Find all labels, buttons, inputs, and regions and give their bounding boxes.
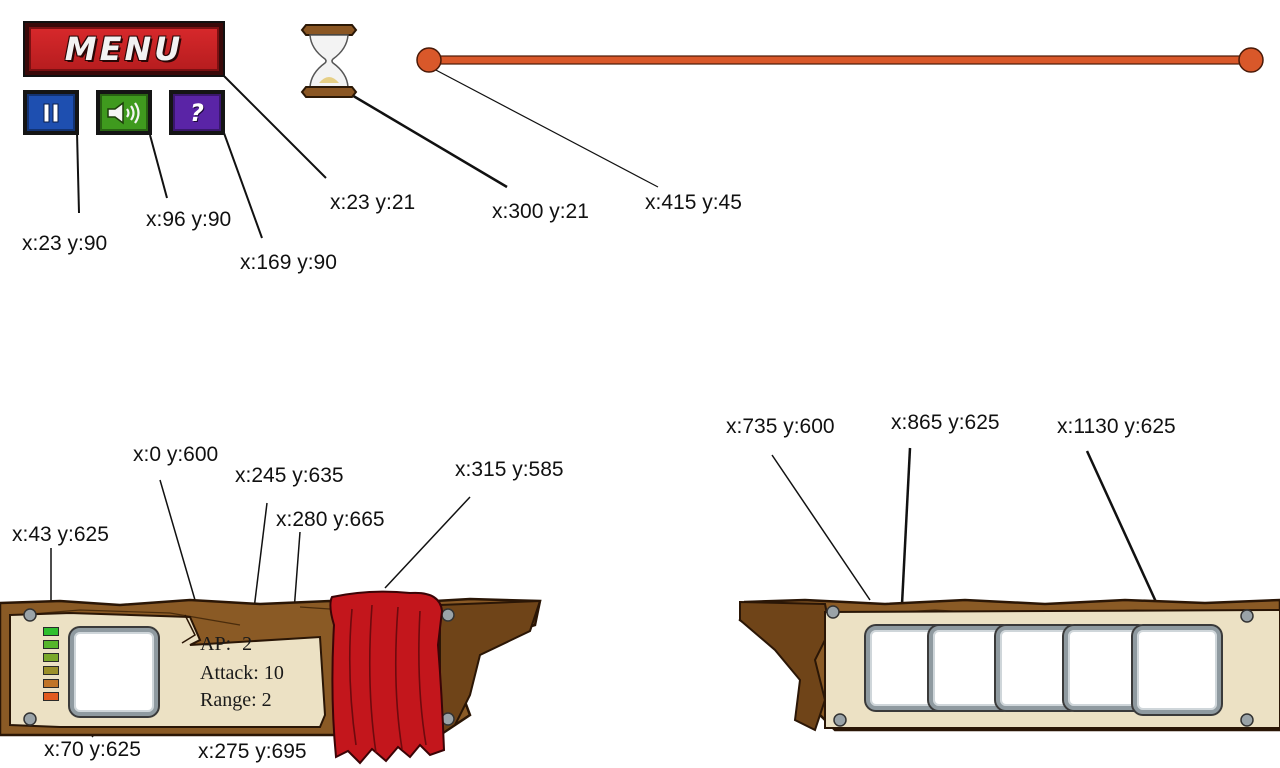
- inventory-slot[interactable]: [1133, 626, 1221, 714]
- ap-meter: [43, 625, 61, 719]
- pause-icon: [43, 103, 59, 122]
- ap-meter-segment: [43, 666, 59, 675]
- timeline-start-knob: [416, 47, 442, 73]
- ap-label: AP:: [200, 633, 232, 655]
- unit-portrait-slot[interactable]: [70, 628, 158, 716]
- leader-line-right-panel: [771, 454, 871, 601]
- annotation-attack-text: x:280 y:665: [276, 508, 385, 531]
- pause-button[interactable]: [23, 90, 79, 135]
- speaker-icon: [107, 101, 140, 124]
- ap-meter-segment: [43, 692, 59, 701]
- leader-line-left-panel: [159, 479, 196, 601]
- annotation-menu: x:23 y:21: [330, 191, 416, 214]
- menu-button-face: MENU: [29, 27, 219, 71]
- leader-line-sound: [149, 134, 168, 199]
- ap-meter-segment: [43, 679, 59, 688]
- hourglass-icon: [300, 24, 358, 98]
- annotation-help: x:169 y:90: [240, 251, 337, 274]
- ap-stat: AP: 2: [200, 633, 252, 656]
- annotation-ap-text: x:245 y:635: [235, 464, 344, 487]
- annotation-left-panel: x:0 y:600: [133, 443, 219, 466]
- range-stat: Range: 2: [200, 689, 272, 712]
- leader-line-timeline: [431, 67, 659, 188]
- timeline-end-knob: [1238, 47, 1264, 73]
- ap-meter-segment: [43, 653, 59, 662]
- leader-line-pause: [76, 131, 80, 214]
- help-button-face: ?: [173, 94, 221, 131]
- ap-value: 2: [242, 633, 253, 655]
- annotation-hourglass: x:300 y:21: [492, 200, 589, 223]
- annotation-right-panel: x:735 y:600: [726, 415, 835, 438]
- annotation-cloth: x:315 y:585: [455, 458, 564, 481]
- menu-button[interactable]: MENU: [23, 21, 225, 77]
- annotation-portrait: x:70 y:625: [44, 738, 141, 761]
- annotation-ap-meter: x:43 y:625: [12, 523, 109, 546]
- sound-button-face: [100, 94, 148, 131]
- ap-meter-segment: [43, 640, 59, 649]
- question-icon: ?: [190, 98, 204, 127]
- pause-button-face: [27, 94, 75, 131]
- annotation-range-text: x:275 y:695: [198, 740, 307, 763]
- annotation-first-slot: x:865 y:625: [891, 411, 1000, 434]
- red-cloth-drape: [329, 590, 446, 765]
- turn-timeline-bar[interactable]: [415, 45, 1267, 75]
- leader-line-hourglass: [349, 92, 508, 189]
- annotation-pause: x:23 y:90: [22, 232, 108, 255]
- range-value: 2: [261, 689, 272, 711]
- help-button[interactable]: ?: [169, 90, 225, 135]
- annotation-timeline: x:415 y:45: [645, 191, 742, 214]
- attack-stat: Attack: 10: [200, 662, 284, 685]
- leader-line-cloth: [384, 496, 471, 589]
- annotation-last-slot: x:1130 y:625: [1057, 415, 1176, 438]
- range-label: Range:: [200, 689, 257, 711]
- attack-value: 10: [263, 662, 284, 684]
- ap-meter-segment: [43, 627, 59, 636]
- sound-button[interactable]: [96, 90, 152, 135]
- annotation-sound: x:96 y:90: [146, 208, 232, 231]
- menu-button-label: MENU: [64, 30, 184, 68]
- attack-label: Attack:: [200, 662, 259, 684]
